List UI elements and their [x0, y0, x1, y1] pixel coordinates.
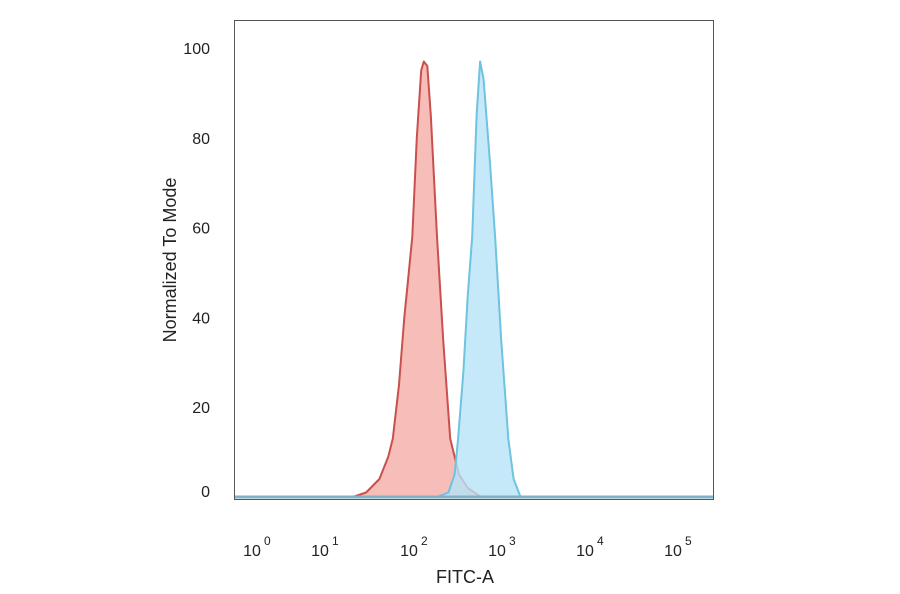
- x-tick-exponent: 0: [264, 534, 271, 548]
- x-tick-exponent: 5: [685, 534, 692, 548]
- series-1-line: [352, 60, 482, 498]
- x-tick-base: 10: [576, 543, 594, 560]
- y-tick-label: 100: [183, 41, 210, 58]
- y-tick-label: 80: [192, 131, 210, 148]
- x-tick-exponent: 2: [421, 534, 428, 548]
- x-tick-label: 103: [488, 534, 516, 560]
- x-tick-base: 10: [664, 543, 682, 560]
- x-tick-exponent: 4: [597, 534, 604, 548]
- y-tick-label: 0: [201, 484, 210, 501]
- x-tick-base: 10: [400, 543, 418, 560]
- x-tick-base: 10: [311, 543, 329, 560]
- x-tick-label: 105: [664, 534, 692, 560]
- x-tick-exponent: 1: [332, 534, 339, 548]
- y-axis-label: Normalized To Mode: [160, 178, 180, 343]
- x-tick-label: 102: [400, 534, 428, 560]
- y-tick-label: 20: [192, 400, 210, 417]
- y-tick-label: 40: [192, 310, 210, 327]
- x-tick-base: 10: [488, 543, 506, 560]
- series-2-fill: [437, 61, 521, 497]
- x-tick-base: 10: [243, 543, 261, 560]
- x-tick-label: 100: [243, 534, 271, 560]
- series-2-line: [436, 60, 522, 498]
- x-tick-label: 101: [311, 534, 339, 560]
- x-axis-label: FITC-A: [436, 567, 494, 587]
- x-tick-exponent: 3: [509, 534, 516, 548]
- y-tick-label: 60: [192, 221, 210, 238]
- x-tick-label: 104: [576, 534, 604, 560]
- series-1-fill: [352, 61, 481, 497]
